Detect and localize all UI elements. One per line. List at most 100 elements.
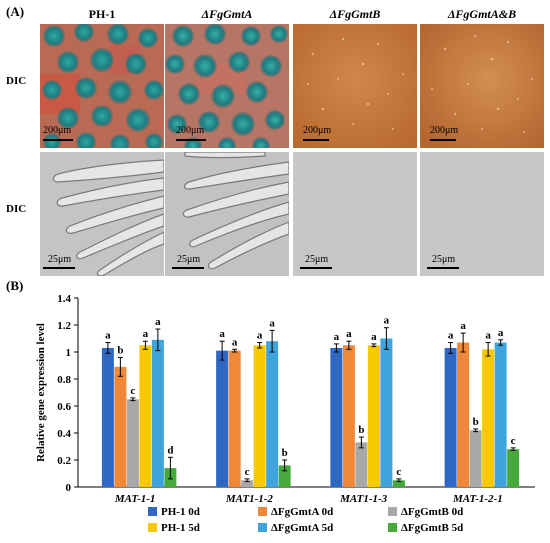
significance-letter: c bbox=[511, 435, 516, 447]
micrograph-fggmtb-surface bbox=[293, 24, 417, 148]
y-tick-label: 0 bbox=[66, 482, 72, 494]
significance-letter: b bbox=[282, 447, 288, 459]
panel-b-label: (B) bbox=[6, 278, 24, 293]
scale-bar-line bbox=[43, 139, 73, 141]
significance-letter: a bbox=[269, 317, 275, 329]
micrograph-ph1-asci bbox=[40, 152, 164, 276]
bar bbox=[392, 480, 405, 487]
significance-letter: a bbox=[498, 327, 504, 339]
scale-bar-label: 25μm bbox=[177, 254, 201, 265]
legend-label: PH-1 0d bbox=[161, 506, 200, 518]
significance-letter: b bbox=[358, 424, 364, 436]
significance-letter: a bbox=[346, 328, 352, 340]
y-tick-label: 1.2 bbox=[57, 320, 71, 332]
y-tick-label: 0.6 bbox=[57, 401, 71, 413]
significance-letter: a bbox=[143, 328, 149, 340]
significance-letter: a bbox=[232, 336, 238, 348]
significance-letter: a bbox=[155, 316, 161, 328]
x-category-label: MAT-1-2-1 bbox=[452, 493, 503, 505]
significance-letter: a bbox=[460, 320, 466, 332]
significance-letter: a bbox=[334, 331, 340, 343]
legend-label: ΔFgGmtA 5d bbox=[271, 522, 333, 534]
significance-letter: a bbox=[448, 330, 454, 342]
micrograph-fggmta-perithecia bbox=[165, 24, 289, 148]
significance-letter: d bbox=[167, 444, 173, 456]
bar bbox=[101, 347, 114, 487]
bar bbox=[444, 347, 457, 487]
y-tick-label: 0.8 bbox=[57, 374, 71, 386]
scale-bar-label: 200μm bbox=[303, 125, 332, 136]
scale-bar-line bbox=[176, 139, 206, 141]
x-category-label: MAT1-1-2 bbox=[225, 493, 274, 505]
y-tick-label: 0.4 bbox=[57, 428, 71, 440]
micrograph-fggmta-asci bbox=[165, 152, 289, 276]
scale-bar-label: 200μm bbox=[43, 125, 72, 136]
bar bbox=[380, 338, 393, 487]
x-category-label: MAT1-1-3 bbox=[339, 493, 388, 505]
legend-label: PH-1 5d bbox=[161, 522, 200, 534]
y-axis-label: Relative gene expression level bbox=[35, 323, 47, 462]
scale-bar-line bbox=[430, 139, 456, 141]
scale-bar-line bbox=[303, 139, 329, 141]
legend-label: ΔFgGmtB 0d bbox=[401, 506, 463, 518]
micrograph-fggmtab-empty bbox=[420, 152, 544, 276]
scale-bar-line bbox=[300, 267, 332, 269]
scale-bar-label: 200μm bbox=[176, 125, 205, 136]
micrograph-ph1-perithecia bbox=[40, 24, 164, 148]
legend-label: ΔFgGmtB 5d bbox=[401, 522, 463, 534]
scale-bar-line bbox=[427, 267, 459, 269]
bar bbox=[114, 366, 127, 487]
micrograph-fggmtab-surface bbox=[420, 24, 544, 148]
x-category-label: MAT-1-1 bbox=[114, 493, 156, 505]
column-header-fggmta: ΔFgGmtA bbox=[201, 7, 253, 21]
legend-swatch bbox=[148, 507, 157, 516]
row-label-dic-2: DIC bbox=[6, 203, 27, 215]
bar bbox=[253, 345, 266, 487]
significance-letter: a bbox=[219, 328, 225, 340]
bar bbox=[469, 430, 482, 487]
bar bbox=[457, 342, 470, 487]
legend-swatch bbox=[388, 523, 397, 532]
panel-a-label: (A) bbox=[6, 4, 25, 19]
scale-bar-label: 25μm bbox=[48, 254, 72, 265]
legend-swatch bbox=[148, 523, 157, 532]
bar bbox=[139, 345, 152, 487]
significance-letter: c bbox=[130, 385, 135, 397]
micrograph-fggmtb-empty bbox=[293, 152, 417, 276]
scale-bar-label: 25μm bbox=[432, 254, 456, 265]
legend-swatch bbox=[388, 507, 397, 516]
bar bbox=[482, 349, 495, 487]
scale-bar-label: 200μm bbox=[430, 125, 459, 136]
bar bbox=[126, 399, 139, 487]
column-header-fggmtb: ΔFgGmtB bbox=[329, 7, 381, 21]
significance-letter: c bbox=[396, 466, 401, 478]
expression-bar-chart: 0 0.2 0.4 0.6 0.8 1 1.2 1.4 Relative gene expres… bbox=[35, 293, 535, 534]
bar bbox=[342, 345, 355, 487]
bar bbox=[241, 480, 254, 487]
bar bbox=[330, 347, 343, 487]
legend-label: ΔFgGmtA 0d bbox=[271, 506, 333, 518]
significance-letter: a bbox=[384, 315, 390, 327]
bar bbox=[507, 449, 520, 487]
significance-letter: b bbox=[117, 344, 123, 356]
bar bbox=[278, 465, 291, 487]
significance-letter: a bbox=[105, 330, 111, 342]
y-tick-label: 1.4 bbox=[57, 293, 71, 305]
legend-swatch bbox=[258, 507, 267, 516]
significance-letter: c bbox=[245, 466, 250, 478]
bar bbox=[266, 341, 279, 487]
significance-letter: a bbox=[257, 330, 263, 342]
bar bbox=[216, 350, 229, 487]
y-tick-label: 1 bbox=[66, 347, 72, 359]
significance-letter: b bbox=[473, 416, 479, 428]
scale-bar-line bbox=[172, 267, 204, 269]
legend-swatch bbox=[258, 523, 267, 532]
bar bbox=[494, 342, 507, 487]
significance-letter: a bbox=[371, 331, 377, 343]
bar bbox=[151, 339, 164, 487]
y-tick-label: 0.2 bbox=[57, 455, 71, 467]
scale-bar-line bbox=[43, 267, 75, 269]
significance-letter: a bbox=[485, 330, 491, 342]
scale-bar-label: 25μm bbox=[305, 254, 329, 265]
bar bbox=[355, 442, 368, 487]
